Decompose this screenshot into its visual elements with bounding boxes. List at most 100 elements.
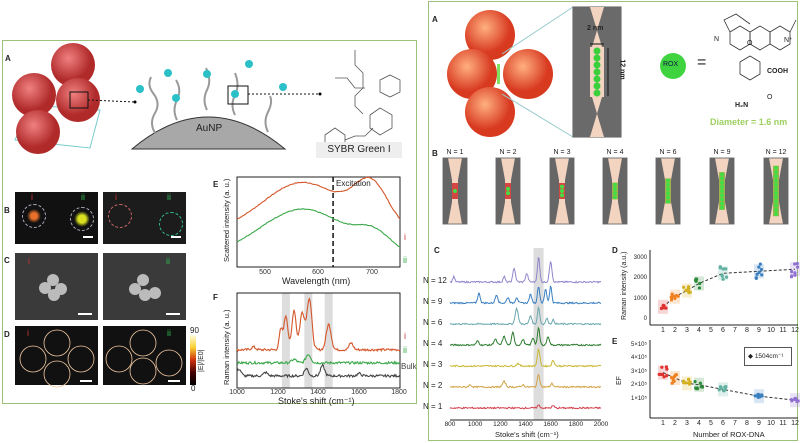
rox-molecule [720, 197, 724, 202]
series-line-i [236, 297, 401, 353]
rox-molecule [774, 170, 778, 175]
panel-label-a: A [5, 54, 11, 63]
data-point [671, 294, 675, 298]
e-x-tick: 700 [366, 269, 378, 276]
f-x-tick: 1000 [229, 389, 245, 396]
nanoparticle-cluster-illustration [12, 43, 401, 156]
nanoparticle-gap-illustration [447, 6, 797, 138]
data-point [756, 392, 760, 396]
gold-tip [511, 158, 520, 224]
rox-molecule [613, 191, 617, 196]
rox-molecule [774, 174, 778, 179]
data-point [686, 377, 691, 381]
rox-molecule [774, 186, 778, 191]
gap-tile [763, 157, 789, 225]
x-tick: 3 [685, 327, 689, 334]
x-tick: 1 [661, 420, 665, 427]
tile-label: N = 12 [765, 149, 787, 156]
legend-ii: ii [403, 255, 407, 265]
c-x-tick: 800 [444, 421, 456, 428]
data-point [722, 389, 726, 393]
data-point [665, 374, 669, 378]
data-point [695, 277, 699, 281]
chem-h2n: H₂N [735, 102, 749, 109]
legend-bulk: Bulk [401, 362, 417, 371]
rox-molecule [774, 182, 778, 187]
data-point [717, 388, 721, 392]
gap-tile [549, 157, 575, 225]
data-point [674, 373, 679, 377]
x-tick: 7 [733, 420, 737, 427]
c-x-tick: 1000 [467, 421, 483, 428]
legend-text: 1504cm⁻¹ [754, 353, 784, 360]
data-point [681, 381, 686, 385]
mark-i: i [28, 256, 30, 266]
series-label: N = 12 [423, 276, 447, 285]
x-tick: 5 [709, 420, 713, 427]
spectrum-line-N=6 [449, 305, 602, 326]
plot-frame [236, 176, 401, 268]
x-tick: 3 [685, 420, 689, 427]
f-x-tick: 1800 [391, 389, 407, 396]
rox-molecule [453, 189, 457, 193]
data-point [792, 397, 797, 402]
gold-tip [496, 158, 505, 224]
x-tick: 9 [757, 420, 761, 427]
data-point [697, 286, 702, 290]
colorbar-label: |E|/|E0| [198, 349, 205, 372]
gap-tile [495, 157, 521, 225]
gold-tip [443, 158, 452, 224]
data-point [670, 381, 674, 385]
rox-molecule [666, 182, 670, 187]
data-point [718, 265, 722, 269]
panel-label-e: E [612, 337, 618, 346]
spectrum-line-N=12 [449, 256, 602, 284]
rox-molecule [666, 195, 670, 200]
data-point [694, 386, 698, 390]
tile-label: N = 6 [659, 149, 677, 156]
data-point [757, 270, 761, 274]
chem-n-plus: N⁺ [784, 37, 793, 44]
diameter-label: Diameter = 1.6 nm [710, 117, 788, 127]
enhancement-factor-scatter [649, 340, 800, 419]
chem-n: N [714, 36, 720, 43]
e-x-tick: 500 [259, 269, 271, 276]
gold-tip [618, 158, 627, 224]
rox-molecule [774, 178, 778, 183]
data-point [676, 294, 680, 298]
spectrum-line-N=1 [449, 404, 602, 410]
series-label: N = 3 [423, 360, 443, 369]
gap-width-label: 2 nm [587, 25, 604, 32]
excitation-annotation: Excitation [336, 179, 371, 188]
x-tick: 2 [673, 420, 677, 427]
data-point [660, 365, 664, 369]
series-line-Bulk [236, 363, 401, 379]
chem-o: O [747, 40, 753, 47]
left-figure-frame [2, 40, 417, 404]
series-label: N = 9 [423, 297, 443, 306]
gold-tip [671, 158, 680, 224]
e-x-axis-label: Number of ROX-DNA [693, 430, 765, 439]
rox-molecule [613, 186, 617, 191]
data-point [793, 271, 797, 275]
gold-tip [779, 158, 788, 224]
tile-label: N = 2 [499, 149, 517, 156]
y-tick: 5×10⁵ [630, 341, 647, 348]
data-point [753, 394, 757, 398]
x-tick: 12 [791, 327, 799, 334]
rox-molecule [560, 184, 564, 189]
spectrum-line-N=2 [449, 373, 602, 389]
y-tick: 0 [643, 316, 647, 322]
rox-molecule [613, 195, 617, 200]
panel-label-f: F [213, 293, 218, 302]
rox-molecule [720, 176, 724, 181]
highlight-band [533, 248, 544, 420]
y-tick: 1000 [633, 295, 647, 302]
rox-molecule [666, 191, 670, 196]
molecule-column [505, 183, 511, 199]
rox-molecule [774, 203, 778, 208]
rox-molecule [720, 201, 724, 206]
x-tick: 8 [745, 420, 749, 427]
right-figure-frame [428, 1, 798, 441]
panel-label-a: A [432, 15, 438, 24]
